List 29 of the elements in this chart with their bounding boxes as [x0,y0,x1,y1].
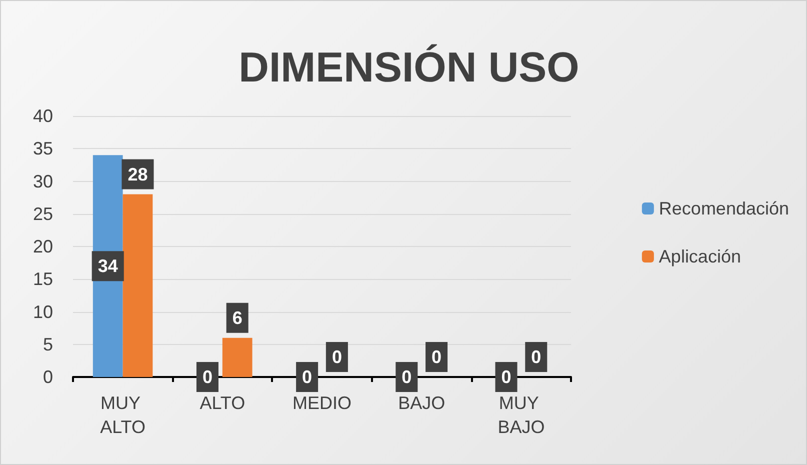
bar [122,194,153,377]
legend-label: Recomendación [658,198,789,218]
data-label: 0 [432,347,442,367]
data-label: 34 [98,256,118,276]
data-label: 28 [128,164,148,184]
x-tick-label: ALTO [200,393,246,413]
y-tick-label: 5 [42,334,53,354]
x-tick-label: MUY BAJO [498,393,545,437]
data-label: 0 [302,367,312,387]
data-label: 6 [232,308,242,328]
y-tick-label: 10 [32,302,53,322]
y-tick-label: 0 [42,367,53,387]
x-tick-label: MUY ALTO [100,393,146,437]
bar [222,338,252,377]
y-tick-label: 40 [32,106,53,126]
y-tick-label: 15 [32,269,53,290]
chart-title: DIMENSIÓN USO [238,44,580,90]
data-label: 0 [402,367,412,387]
data-label: 0 [202,367,212,387]
y-tick-label: 30 [32,171,53,192]
data-label: 0 [332,347,342,367]
y-tick-label: 25 [32,204,53,224]
y-tick-label: 35 [32,138,53,159]
y-tick-label: 20 [32,236,53,256]
x-tick-label: MEDIO [292,393,352,413]
legend-label: Aplicación [658,246,741,266]
data-label: 0 [501,367,512,387]
x-tick-label: BAJO [398,393,446,413]
data-label: 0 [531,347,542,367]
